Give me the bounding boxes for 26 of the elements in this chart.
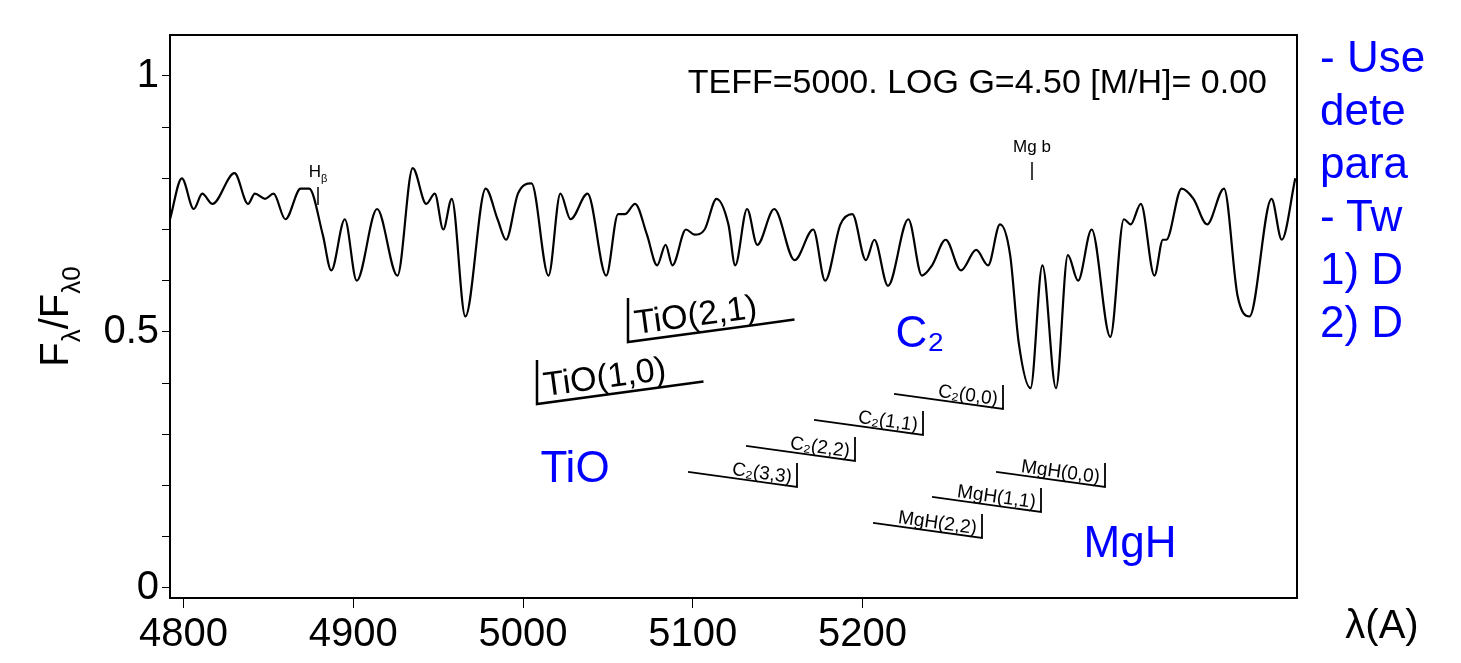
- annotation: MgH: [1083, 517, 1177, 567]
- x-axis-title: λ(A): [1345, 602, 1419, 646]
- annotation: C₂(0,0): [936, 379, 1000, 409]
- x-tick-label: 4800: [139, 610, 229, 655]
- text: 1) D: [1320, 243, 1405, 295]
- annotation: C₂: [895, 307, 945, 357]
- y-tick-label: 0: [136, 562, 159, 607]
- annotation: TiO: [540, 442, 610, 492]
- text: para: [1320, 137, 1410, 189]
- annotation: TiO(1,0): [540, 348, 669, 403]
- text: TEFF=5000. LOG G=4.50 [M/H]= 0.00: [687, 62, 1267, 100]
- y-axis-title: Fλ/Fλ0: [32, 266, 86, 367]
- text: dete: [1320, 84, 1407, 136]
- x-tick-label: 5000: [478, 610, 568, 655]
- y-tick-label: 1: [136, 50, 159, 95]
- annotation: C₂(1,1): [856, 405, 920, 435]
- text: - Use: [1320, 31, 1426, 83]
- x-tick-label: 5200: [818, 610, 907, 655]
- y-tick-label: 0.5: [103, 306, 159, 351]
- text: - Tw: [1320, 190, 1404, 242]
- text: 2) D: [1320, 296, 1405, 348]
- annotation: MgH(2,2): [897, 506, 979, 538]
- annotation: TiO(2,1): [631, 286, 760, 341]
- x-tick-label: 5100: [648, 610, 738, 655]
- annotation: Mg b: [1013, 137, 1051, 156]
- x-tick-label: 4900: [308, 610, 398, 655]
